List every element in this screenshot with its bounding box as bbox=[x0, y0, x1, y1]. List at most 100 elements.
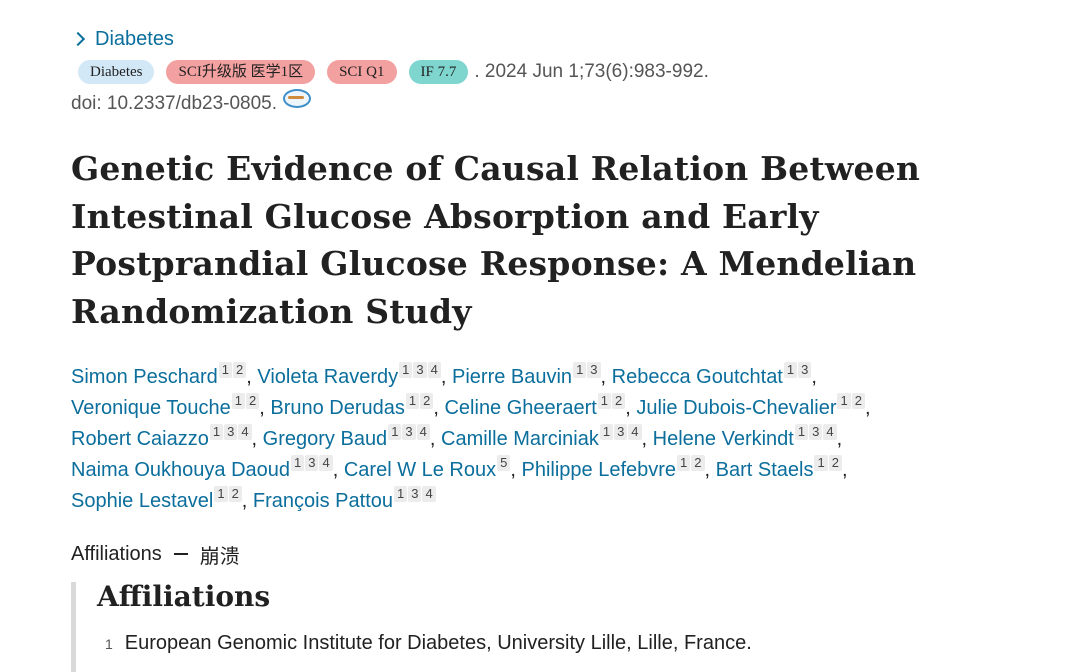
affiliations-heading: Affiliations bbox=[97, 580, 271, 613]
affiliations-toggle[interactable]: Affiliations 崩溃 bbox=[71, 539, 1031, 569]
affiliation-ref[interactable]: 1 bbox=[399, 362, 413, 378]
author-item: Sophie Lestavel 1 2, bbox=[71, 486, 248, 512]
affiliation-ref[interactable]: 1 bbox=[794, 424, 809, 440]
author-separator: , bbox=[241, 490, 248, 512]
chevron-right-icon bbox=[70, 31, 86, 47]
affiliations-toggle-action: 崩溃 bbox=[199, 545, 240, 568]
journal-name: Diabetes bbox=[95, 27, 174, 50]
affiliation-ref[interactable]: 1 bbox=[783, 362, 798, 378]
affiliation-ref[interactable]: 4 bbox=[427, 362, 441, 378]
author-link[interactable]: Robert Caiazzo bbox=[71, 428, 209, 450]
author-separator: , bbox=[600, 366, 607, 388]
affiliation-ref[interactable]: 2 bbox=[228, 486, 242, 502]
affiliations-toggle-label: Affiliations bbox=[71, 542, 162, 565]
doi-text: doi: 10.2337/db23-0805. bbox=[71, 93, 278, 114]
author-item: Naima Oukhouya Daoud 1 3 4, bbox=[71, 455, 339, 481]
affiliation-ref[interactable]: 1 bbox=[814, 455, 828, 471]
affiliation-ref[interactable]: 1 bbox=[597, 393, 612, 409]
affiliation-ref[interactable]: 4 bbox=[238, 424, 252, 440]
author-link[interactable]: Philippe Lefebvre bbox=[521, 459, 677, 481]
affiliation-item: 1 European Genomic Institute for Diabete… bbox=[105, 632, 1031, 655]
author-link[interactable]: Pierre Bauvin bbox=[452, 366, 573, 388]
author-item: Philippe Lefebvre 1 2, bbox=[521, 455, 711, 481]
affiliation-ref[interactable]: 1 bbox=[231, 393, 245, 409]
journal-badge: Diabetes bbox=[78, 60, 155, 84]
author-separator: , bbox=[332, 459, 339, 481]
author-item: François Pattou 1 3 4 bbox=[252, 486, 436, 512]
affiliation-ref[interactable]: 2 bbox=[246, 393, 260, 409]
author-separator: , bbox=[440, 366, 447, 388]
author-link[interactable]: Gregory Baud bbox=[262, 428, 388, 450]
author-item: Julie Dubois-Chevalier 1 2, bbox=[636, 393, 871, 419]
author-item: Carel W Le Roux 5, bbox=[343, 455, 516, 481]
affiliation-ref[interactable]: 3 bbox=[809, 424, 823, 440]
author-item: Helene Verkindt 1 3 4, bbox=[652, 424, 842, 450]
affiliation-ref[interactable]: 1 bbox=[837, 393, 851, 409]
affiliation-ref[interactable]: 1 bbox=[573, 362, 587, 378]
author-link[interactable]: Rebecca Goutchtat bbox=[611, 366, 783, 388]
sci-quartile-badge: SCI Q1 bbox=[327, 60, 397, 84]
author-link[interactable]: Julie Dubois-Chevalier bbox=[636, 397, 837, 419]
affiliation-text: European Genomic Institute for Diabetes,… bbox=[124, 632, 752, 654]
affiliation-ref[interactable]: 4 bbox=[416, 424, 430, 440]
affiliation-ref[interactable]: 4 bbox=[422, 486, 436, 502]
author-link[interactable]: Celine Gheeraert bbox=[444, 397, 597, 419]
author-link[interactable]: Simon Peschard bbox=[71, 366, 218, 388]
author-separator: , bbox=[864, 397, 871, 419]
author-separator: , bbox=[811, 366, 817, 388]
affiliation-ref[interactable]: 3 bbox=[402, 424, 416, 440]
affiliation-ref[interactable]: 1 bbox=[388, 424, 402, 440]
affiliation-ref[interactable]: 2 bbox=[420, 393, 434, 409]
affiliation-ref[interactable]: 1 bbox=[405, 393, 420, 409]
author-link[interactable]: Bart Staels bbox=[715, 459, 814, 481]
author-separator: , bbox=[704, 459, 711, 481]
affiliation-ref[interactable]: 2 bbox=[612, 393, 626, 409]
affiliation-ref[interactable]: 1 bbox=[394, 486, 408, 502]
author-separator: , bbox=[841, 459, 848, 481]
author-item: Celine Gheeraert 1 2, bbox=[444, 393, 631, 419]
author-link[interactable]: Naima Oukhouya Daoud bbox=[71, 459, 291, 481]
author-link[interactable]: Violeta Raverdy bbox=[257, 366, 399, 388]
author-separator: , bbox=[510, 459, 516, 481]
impact-factor-badge: IF 7.7 bbox=[408, 60, 469, 84]
author-link[interactable]: Camille Marciniak bbox=[441, 428, 599, 450]
author-item: Rebecca Goutchtat 1 3, bbox=[611, 362, 817, 388]
affiliation-ref[interactable]: 2 bbox=[828, 455, 842, 471]
author-link[interactable]: Carel W Le Roux bbox=[343, 459, 497, 481]
affiliation-ref[interactable]: 1 bbox=[218, 362, 232, 378]
affiliation-ref[interactable]: 1 bbox=[214, 486, 228, 502]
affiliation-ref[interactable]: 4 bbox=[319, 455, 333, 471]
author-link[interactable]: Helene Verkindt bbox=[652, 428, 794, 450]
affiliation-ref[interactable]: 3 bbox=[614, 424, 628, 440]
affiliation-ref[interactable]: 2 bbox=[851, 393, 865, 409]
affiliation-ref[interactable]: 3 bbox=[413, 362, 427, 378]
author-item: Violeta Raverdy 1 3 4, bbox=[257, 362, 447, 388]
author-link[interactable]: Sophie Lestavel bbox=[71, 490, 214, 512]
affiliation-ref[interactable]: 3 bbox=[305, 455, 319, 471]
author-link[interactable]: Veronique Touche bbox=[71, 397, 231, 419]
affiliation-ref[interactable]: 1 bbox=[291, 455, 305, 471]
author-item: Gregory Baud 1 3 4, bbox=[262, 424, 435, 450]
author-link[interactable]: François Pattou bbox=[252, 490, 393, 512]
affiliation-ref[interactable]: 3 bbox=[408, 486, 422, 502]
doi-link-icon[interactable] bbox=[283, 88, 312, 108]
sci-tier-badge: SCI升级版 医学1区 bbox=[166, 60, 316, 84]
affiliation-ref[interactable]: 1 bbox=[209, 424, 224, 440]
affiliation-ref[interactable]: 1 bbox=[599, 424, 614, 440]
citation-row: Diabetes SCI升级版 医学1区 SCI Q1 IF 7.7 . 202… bbox=[71, 58, 1031, 86]
author-item: Bart Staels 1 2, bbox=[715, 455, 848, 481]
article-title: Genetic Evidence of Causal Relation Betw… bbox=[71, 149, 921, 331]
affiliation-ref[interactable]: 4 bbox=[628, 424, 642, 440]
affiliation-ref[interactable]: 3 bbox=[798, 362, 812, 378]
affiliation-ref[interactable]: 4 bbox=[823, 424, 837, 440]
affiliation-ref[interactable]: 3 bbox=[224, 424, 238, 440]
journal-link[interactable]: Diabetes bbox=[70, 24, 1031, 54]
affiliation-ref[interactable]: 2 bbox=[232, 362, 247, 378]
author-separator: , bbox=[433, 397, 439, 419]
doi-row: doi: 10.2337/db23-0805. bbox=[71, 88, 1031, 118]
affiliation-ref[interactable]: 1 bbox=[677, 455, 691, 471]
affiliation-ref[interactable]: 3 bbox=[587, 362, 601, 378]
author-link[interactable]: Bruno Derudas bbox=[270, 397, 405, 419]
affiliation-ref[interactable]: 5 bbox=[497, 455, 511, 471]
affiliation-ref[interactable]: 2 bbox=[691, 455, 705, 471]
